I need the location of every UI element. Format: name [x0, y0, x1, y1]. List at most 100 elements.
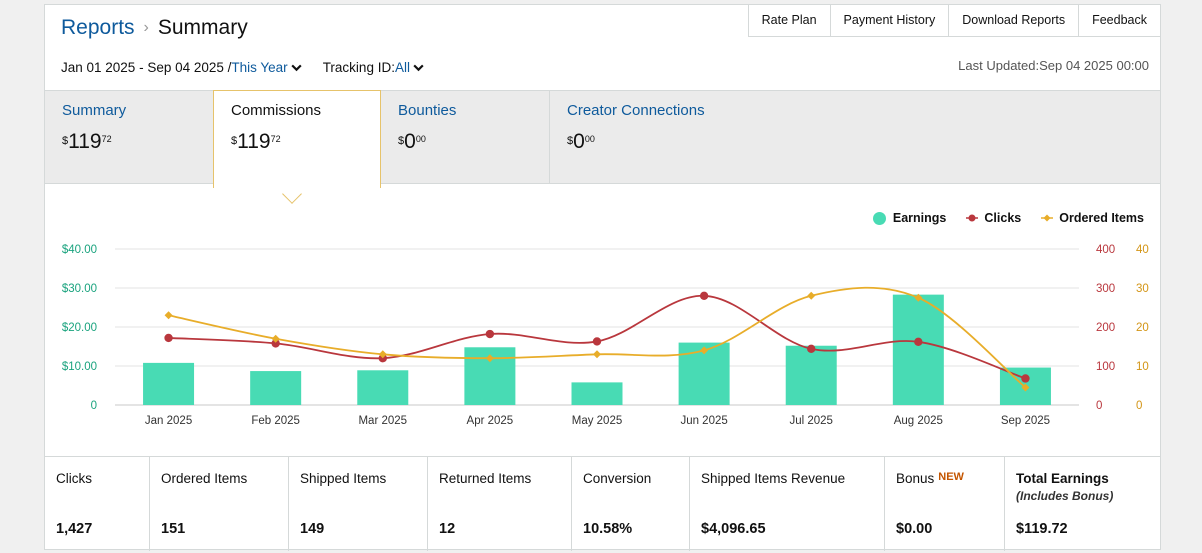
breadcrumb-separator-icon: ›: [143, 19, 149, 36]
earnings-bar: [571, 382, 623, 405]
clicks-point: [592, 337, 602, 346]
stat-value: 151: [161, 521, 186, 537]
tab-label: Bounties: [398, 102, 457, 119]
chevron-down-icon[interactable]: [412, 61, 425, 74]
payment-history-button[interactable]: Payment History: [829, 5, 949, 37]
clicks-line-icon: [966, 214, 979, 222]
tab-amount: $ 119 72: [231, 130, 380, 153]
x-tick-label: Sep 2025: [1001, 415, 1050, 427]
amount-cents: 00: [584, 134, 595, 144]
stats-bar: Clicks 1,427 Ordered Items 151 Shipped I…: [45, 456, 1160, 551]
tab-commissions[interactable]: Commissions $ 119 72: [213, 90, 381, 188]
stat-label: Shipped Items Revenue: [701, 471, 846, 486]
breadcrumb: Reports › Summary: [61, 16, 248, 40]
y-right-items-tick-label: 30: [1136, 283, 1149, 295]
stat-label: Returned Items: [439, 471, 532, 486]
currency-symbol: $: [398, 135, 405, 147]
amount-whole: 119: [68, 130, 102, 153]
stat-returned-items: Returned Items 12: [428, 457, 572, 551]
earnings-dot-icon: [872, 211, 886, 225]
currency-symbol: $: [62, 135, 69, 147]
ordered-items-point: [914, 293, 923, 302]
legend-ordered-items[interactable]: Ordered Items: [1041, 211, 1144, 225]
x-tick-label: Aug 2025: [894, 415, 943, 427]
stat-label: Bonus NEW: [896, 471, 1004, 486]
earnings-bar: [250, 371, 302, 405]
tab-label: Summary: [62, 102, 127, 119]
summary-tabs: Summary $ 119 72 Commissions $ 119 72 Bo…: [45, 90, 1160, 188]
x-tick-label: Jul 2025: [789, 415, 832, 427]
y-right-clicks-tick-label: 400: [1096, 244, 1115, 256]
page-title: Summary: [157, 16, 248, 39]
earnings-chart: 0 0 0 $10.00 100 10 $20.00 200 20 $30.00 300 30 $40.…: [62, 244, 1149, 427]
clicks-point: [699, 291, 709, 300]
y-left-tick-label: $40.00: [62, 244, 97, 256]
tab-creator-connections[interactable]: Creator Connections $ 0 00: [550, 91, 750, 184]
tab-bounties[interactable]: Bounties $ 0 00: [381, 91, 550, 184]
tab-amount: $ 119 72: [62, 130, 213, 153]
tab-amount: $ 0 00: [398, 130, 549, 153]
stat-value: $119.72: [1016, 521, 1068, 537]
clicks-point: [1021, 374, 1030, 383]
stat-ordered-items: Ordered Items 151: [150, 457, 289, 551]
rate-plan-button[interactable]: Rate Plan: [747, 5, 830, 37]
ordered-items-point: [485, 354, 494, 363]
x-tick-label: Mar 2025: [358, 415, 407, 427]
earnings-bar: [785, 345, 837, 405]
amount-cents: 72: [101, 134, 112, 144]
y-right-clicks-tick-label: 300: [1096, 283, 1115, 295]
filter-row: Jan 01 2025 - Sep 04 2025 / This Year Tr…: [61, 60, 425, 75]
stat-label: Total Earnings: [1016, 471, 1109, 486]
stat-label: Shipped Items: [300, 471, 387, 486]
tab-label: Commissions: [231, 102, 322, 119]
ordered-items-point: [164, 311, 173, 320]
stat-value: 149: [300, 521, 325, 537]
x-tick-label: Feb 2025: [251, 415, 300, 427]
tracking-id-dropdown[interactable]: All: [394, 60, 410, 75]
stat-label: Conversion: [583, 471, 652, 486]
tab-summary[interactable]: Summary $ 119 72: [45, 91, 213, 184]
currency-symbol: $: [231, 135, 238, 147]
breadcrumb-reports-link[interactable]: Reports: [61, 16, 135, 39]
download-reports-button[interactable]: Download Reports: [948, 5, 1079, 37]
legend-earnings[interactable]: Earnings: [872, 211, 947, 225]
legend-clicks[interactable]: Clicks: [966, 211, 1021, 225]
y-right-clicks-tick-label: 200: [1096, 322, 1115, 334]
tab-label: Creator Connections: [567, 102, 705, 119]
tab-amount: $ 0 00: [567, 131, 750, 152]
ordered-items-point: [700, 346, 709, 355]
chart-legend: Earnings Clicks Ordered Items: [853, 211, 1144, 225]
clicks-point: [164, 333, 173, 343]
stat-total-earnings: Total Earnings (Includes Bonus) $119.72: [1005, 457, 1160, 551]
ordered-items-point: [593, 350, 601, 359]
earnings-bar: [892, 294, 944, 405]
legend-earnings-label: Earnings: [892, 211, 947, 225]
ordered-items-point: [378, 350, 387, 359]
stat-shipped-items-revenue: Shipped Items Revenue $4,096.65: [690, 457, 885, 551]
y-right-clicks-tick-label: 0: [1096, 400, 1102, 412]
x-tick-label: May 2025: [572, 415, 623, 427]
period-dropdown[interactable]: This Year: [231, 60, 288, 75]
stat-conversion: Conversion 10.58%: [572, 457, 690, 551]
amount-whole: 0: [404, 130, 416, 153]
stat-sublabel: (Includes Bonus): [1016, 489, 1114, 503]
clicks-point: [807, 344, 816, 354]
earnings-bar: [143, 362, 195, 405]
last-updated-text: Last Updated:Sep 04 2025 00:00: [958, 58, 1149, 73]
amount-cents: 00: [415, 134, 426, 144]
stat-value: $4,096.65: [701, 521, 766, 537]
ordered-items-point: [1021, 383, 1030, 392]
amount-whole: 119: [237, 130, 271, 153]
amount-cents: 72: [270, 134, 281, 144]
stat-value: $0.00: [896, 521, 933, 537]
date-range-text: Jan 01 2025 - Sep 04 2025 /: [61, 60, 232, 75]
feedback-button[interactable]: Feedback: [1078, 5, 1160, 37]
top-button-bar: Rate Plan Payment History Download Repor…: [747, 5, 1160, 37]
y-left-tick-label: $10.00: [62, 361, 97, 373]
y-right-items-tick-label: 20: [1136, 322, 1149, 334]
legend-ordered-items-label: Ordered Items: [1059, 211, 1144, 225]
chevron-down-icon[interactable]: [290, 61, 303, 74]
stat-value: 10.58%: [583, 521, 633, 537]
stat-clicks: Clicks 1,427: [45, 457, 150, 551]
stat-value: 1,427: [56, 521, 93, 537]
